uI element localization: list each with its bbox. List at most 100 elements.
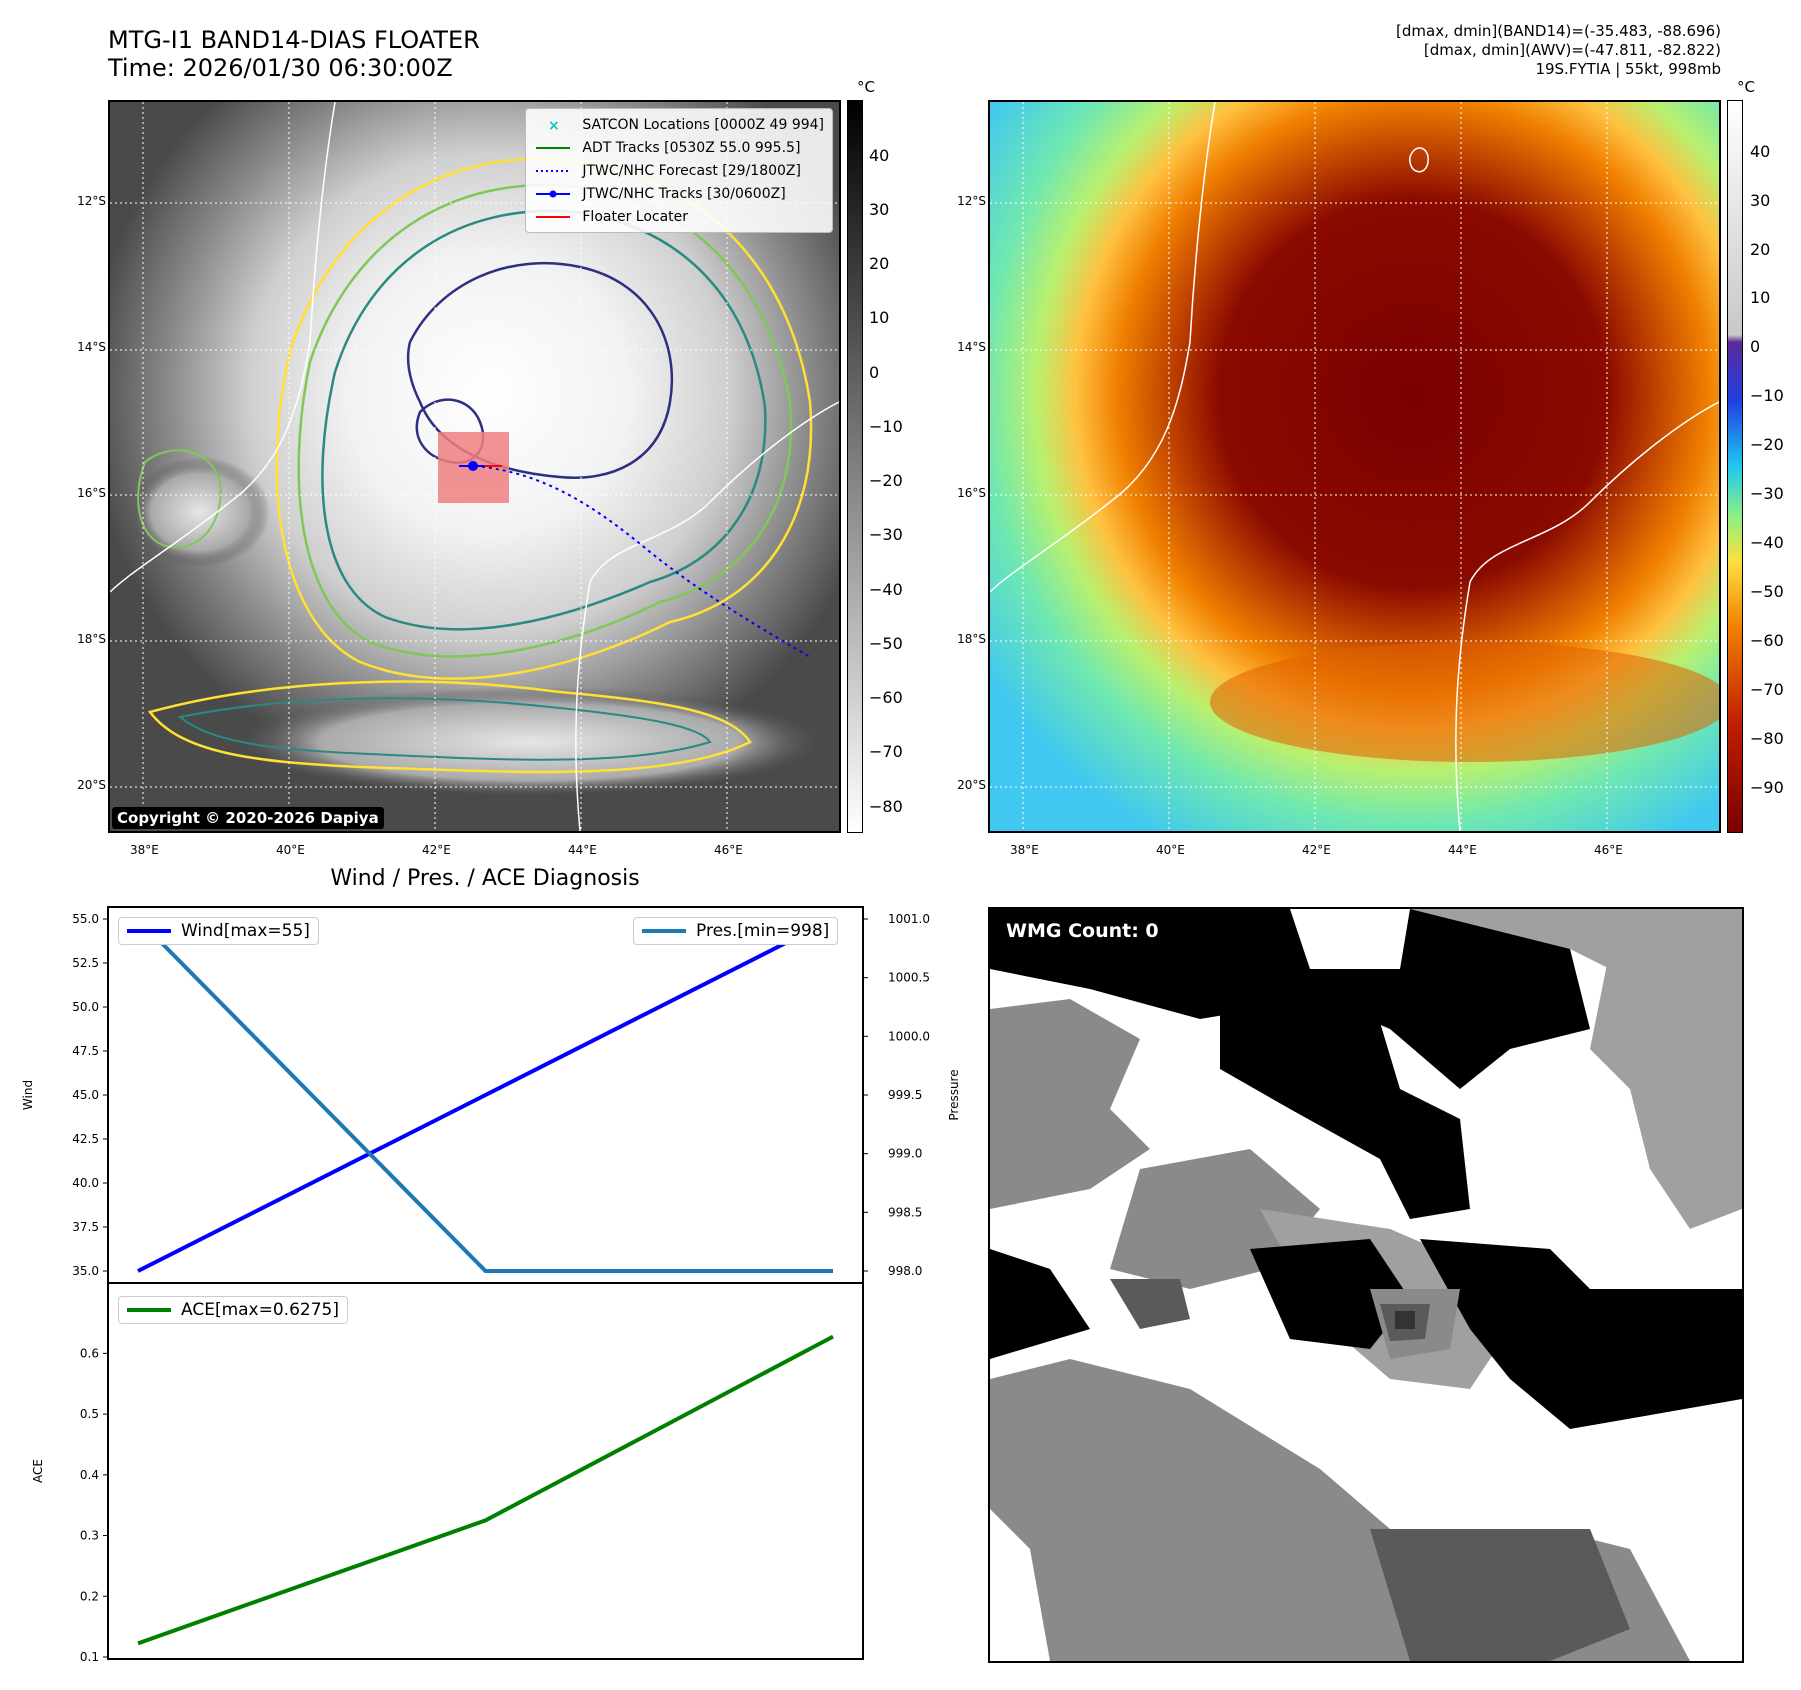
- enhanced-lon-labels: 38°E 40°E 42°E 44°E 46°E: [988, 843, 1721, 861]
- legend-item-floater: Floater Locater: [534, 205, 824, 228]
- pressure-axis-label: Pressure: [947, 1069, 961, 1120]
- info-line-1: [dmax, dmin](BAND14)=(-35.483, -88.696): [1396, 22, 1721, 40]
- ir-lat-labels: 12°S 14°S 16°S 18°S 20°S: [62, 100, 106, 833]
- ace-tick-label: 0.2: [80, 1589, 99, 1603]
- lon-label: 44°E: [1448, 843, 1477, 857]
- ace-legend: ACE[max=0.6275]: [118, 1296, 348, 1324]
- colorbar-tick: −10: [869, 417, 903, 436]
- colorbar-tick: 10: [1750, 288, 1771, 307]
- ir-colorbar: [847, 100, 863, 833]
- diagnosis-chart: 35.0 37.5 40.0 42.5 45.0 47.5 50.0 52.5 55.0 998…: [21, 906, 961, 1664]
- colorbar-tick: −40: [869, 580, 903, 599]
- enhanced-colorbar-unit: °C: [1737, 78, 1755, 96]
- ace-axis-label: ACE: [31, 1459, 45, 1483]
- dot-line-icon: [534, 187, 572, 201]
- copyright-badge: Copyright © 2020-2026 Dapiya: [112, 807, 384, 829]
- ir-colorbar-unit: °C: [857, 78, 875, 96]
- wind-series-line: [137, 917, 834, 1273]
- legend-label: ADT Tracks [0530Z 55.0 995.5]: [582, 139, 801, 156]
- lat-label: 12°S: [957, 194, 986, 208]
- solid-line-icon: [534, 210, 572, 224]
- pressure-tick-label: 1001.0: [888, 912, 930, 926]
- wind-tick-label: 42.5: [72, 1132, 99, 1146]
- ir-map-legend: × SATCON Locations [0000Z 49 994] ADT Tr…: [525, 108, 833, 233]
- ir-map-panel: × SATCON Locations [0000Z 49 994] ADT Tr…: [108, 100, 841, 833]
- ace-tick-label: 0.6: [80, 1346, 99, 1360]
- colorbar-tick: 10: [869, 308, 890, 327]
- ir-colorbar-ticks: 40 30 20 10 0 −10 −20 −30 −40 −50 −60 −7…: [869, 100, 929, 833]
- pressure-y-ticks: 998.0 998.5 999.0 999.5 1000.0 1000.5 1001.0: [863, 912, 930, 1278]
- pressure-tick-label: 1000.0: [888, 1029, 930, 1043]
- legend-item-tracks: JTWC/NHC Tracks [30/0600Z]: [534, 182, 824, 205]
- ace-tick-label: 0.4: [80, 1468, 99, 1482]
- wind-legend-label: Wind[max=55]: [181, 921, 310, 941]
- colorbar-tick: 20: [1750, 240, 1771, 259]
- wind-axis-label: Wind: [21, 1080, 35, 1110]
- info-line-3: 19S.FYTIA | 55kt, 998mb: [1535, 60, 1721, 78]
- lat-label: 12°S: [77, 194, 106, 208]
- colorbar-tick: 40: [1750, 142, 1771, 161]
- colorbar-tick: 30: [1750, 191, 1771, 210]
- lon-label: 40°E: [276, 843, 305, 857]
- legend-item-satcon: × SATCON Locations [0000Z 49 994]: [534, 113, 824, 136]
- pressure-tick-label: 1000.5: [888, 971, 930, 985]
- wind-tick-label: 37.5: [72, 1220, 99, 1234]
- colorbar-tick: 0: [1750, 337, 1761, 356]
- colorbar-tick: −20: [1750, 435, 1784, 454]
- title-line-1: MTG-I1 BAND14-DIAS FLOATER: [108, 26, 480, 54]
- lat-label: 18°S: [957, 632, 986, 646]
- pressure-legend-label: Pres.[min=998]: [696, 921, 830, 941]
- pressure-tick-label: 999.0: [888, 1147, 922, 1161]
- legend-label: JTWC/NHC Forecast [29/1800Z]: [582, 162, 801, 179]
- ace-axes: [107, 1282, 864, 1660]
- legend-label: JTWC/NHC Tracks [30/0600Z]: [582, 185, 786, 202]
- lon-label: 38°E: [1010, 843, 1039, 857]
- lat-label: 16°S: [957, 486, 986, 500]
- colorbar-tick: −70: [1750, 680, 1784, 699]
- colorbar-tick: 0: [869, 363, 880, 382]
- legend-label: Floater Locater: [582, 208, 689, 225]
- lat-label: 16°S: [77, 486, 106, 500]
- colorbar-tick: −50: [869, 634, 903, 653]
- wmg-image: [990, 909, 1742, 1661]
- wind-tick-label: 45.0: [72, 1088, 99, 1102]
- enhanced-lat-labels: 12°S 14°S 16°S 18°S 20°S: [942, 100, 986, 833]
- title-line-2: Time: 2026/01/30 06:30:00Z: [108, 54, 453, 82]
- legend-item-adt: ADT Tracks [0530Z 55.0 995.5]: [534, 136, 824, 159]
- colorbar-tick: −40: [1750, 533, 1784, 552]
- figure-title: MTG-I1 BAND14-DIAS FLOATER Time: 2026/01…: [108, 26, 480, 82]
- pressure-tick-label: 998.5: [888, 1205, 922, 1219]
- solid-line-icon: [534, 141, 572, 155]
- enhanced-colorbar: [1727, 100, 1743, 833]
- info-line-2: [dmax, dmin](AWV)=(-47.811, -82.822): [1423, 41, 1721, 59]
- wind-tick-label: 40.0: [72, 1176, 99, 1190]
- pressure-legend: Pres.[min=998]: [633, 917, 839, 945]
- legend-label: SATCON Locations [0000Z 49 994]: [582, 116, 824, 133]
- line-swatch-icon: [127, 1308, 171, 1312]
- lon-label: 40°E: [1156, 843, 1185, 857]
- colorbar-tick: −30: [869, 525, 903, 544]
- svg-text:×: ×: [548, 118, 560, 132]
- lat-label: 20°S: [77, 778, 106, 792]
- enhanced-colorbar-ticks: 40 30 20 10 0 −10 −20 −30 −40 −50 −60 −7…: [1750, 100, 1800, 833]
- line-swatch-icon: [642, 929, 686, 933]
- lon-label: 46°E: [1594, 843, 1623, 857]
- ace-tick-label: 0.1: [80, 1650, 99, 1664]
- ace-series-line: [137, 1334, 834, 1646]
- ace-tick-label: 0.5: [80, 1407, 99, 1421]
- wind-tick-label: 50.0: [72, 1000, 99, 1014]
- lon-label: 38°E: [130, 843, 159, 857]
- colorbar-tick: −60: [869, 688, 903, 707]
- colorbar-tick: 40: [869, 146, 890, 165]
- lon-label: 44°E: [568, 843, 597, 857]
- legend-item-forecast: JTWC/NHC Forecast [29/1800Z]: [534, 159, 824, 182]
- wind-tick-label: 55.0: [72, 912, 99, 926]
- lon-label: 42°E: [422, 843, 451, 857]
- colorbar-tick: −10: [1750, 386, 1784, 405]
- enhanced-ir-panel: [988, 100, 1721, 833]
- wmg-panel: [988, 907, 1744, 1663]
- series-layer: [136, 917, 834, 1646]
- pressure-tick-label: 998.0: [888, 1264, 922, 1278]
- colorbar-tick: −20: [869, 471, 903, 490]
- enhanced-ir-image: [990, 102, 1719, 831]
